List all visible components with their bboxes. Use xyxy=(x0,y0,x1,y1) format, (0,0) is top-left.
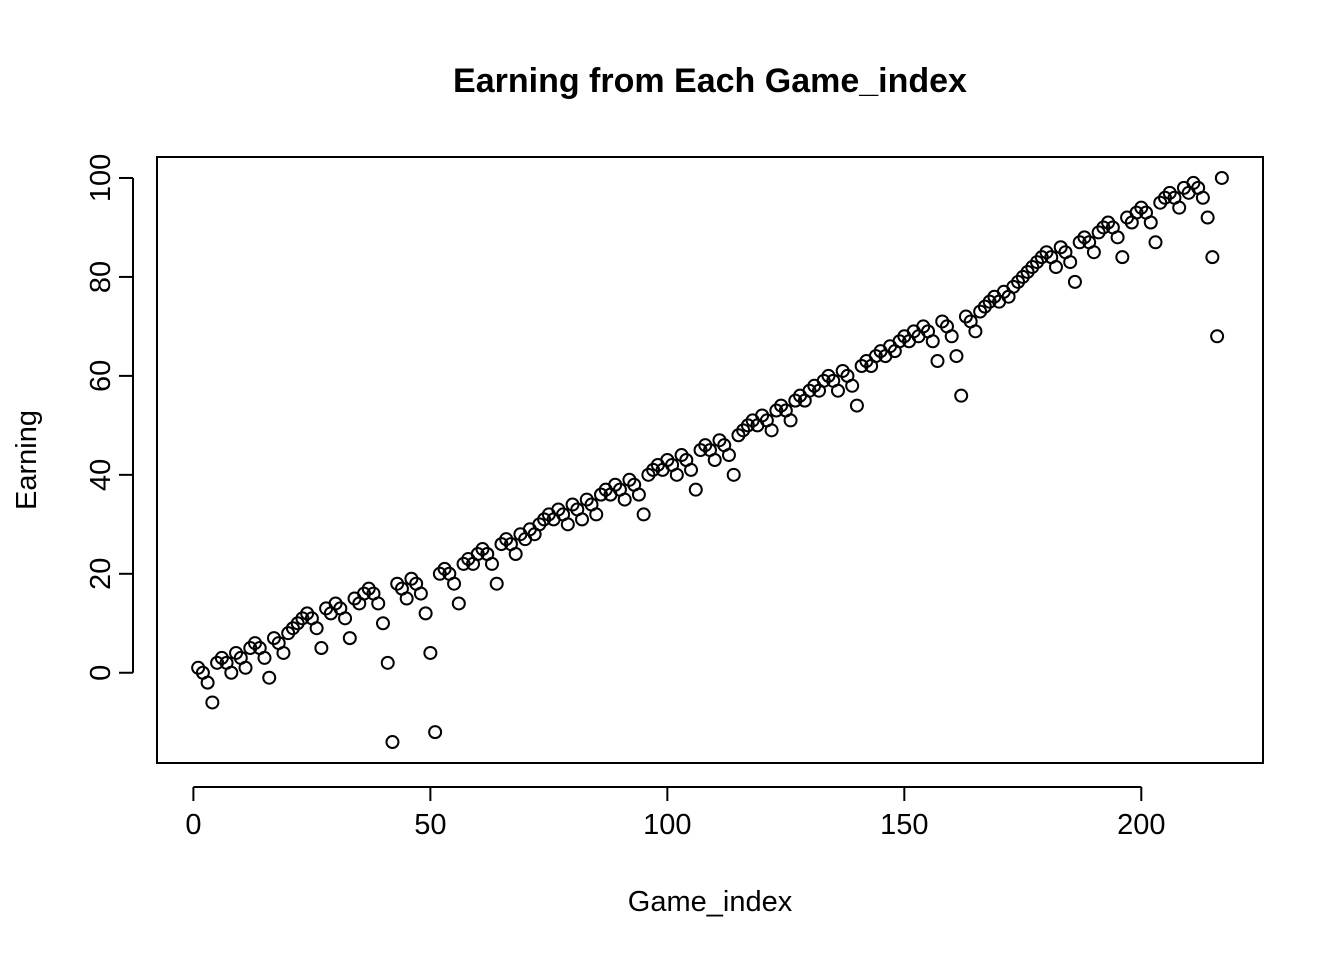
data-point xyxy=(1115,250,1130,265)
data-point xyxy=(669,467,684,482)
data-point xyxy=(276,645,291,660)
data-point xyxy=(1086,245,1101,260)
data-point xyxy=(314,641,329,656)
data-point xyxy=(338,611,353,626)
data-point xyxy=(238,660,253,675)
data-point xyxy=(589,507,604,522)
y-axis: 0 20 40 60 80 100 xyxy=(85,154,134,681)
data-point xyxy=(944,329,959,344)
data-point xyxy=(1048,260,1063,275)
data-point xyxy=(380,655,395,670)
data-point xyxy=(342,631,357,646)
x-tick-label: 0 xyxy=(185,809,201,841)
data-point xyxy=(399,591,414,606)
chart-title: Earning from Each Game_index xyxy=(453,62,967,100)
data-point xyxy=(375,616,390,631)
data-point xyxy=(1110,230,1125,245)
data-point xyxy=(949,349,964,364)
data-point xyxy=(1210,329,1225,344)
data-point xyxy=(707,453,722,467)
x-axis-label: Game_index xyxy=(628,886,793,918)
x-tick-label: 100 xyxy=(643,809,691,841)
data-point xyxy=(413,586,428,601)
data-point xyxy=(385,735,400,750)
y-tick-label: 60 xyxy=(85,360,117,392)
data-point xyxy=(257,650,272,665)
data-point xyxy=(954,388,969,403)
data-point xyxy=(205,695,220,710)
data-point xyxy=(636,507,651,522)
data-point xyxy=(262,670,277,685)
data-point xyxy=(930,354,945,369)
y-tick-label: 40 xyxy=(85,459,117,491)
data-point xyxy=(617,492,632,507)
data-point xyxy=(1143,215,1158,230)
data-point xyxy=(224,665,239,680)
data-point xyxy=(721,448,736,463)
data-point xyxy=(684,462,699,477)
data-point xyxy=(428,725,443,740)
data-point xyxy=(764,423,779,438)
data-point xyxy=(371,596,386,611)
data-point xyxy=(925,334,940,349)
data-point xyxy=(484,556,499,571)
data-point xyxy=(830,383,845,398)
x-axis: 0 50 100 150 200 xyxy=(185,786,1165,841)
y-axis-label: Earning xyxy=(11,410,43,510)
data-point xyxy=(508,547,523,562)
data-point xyxy=(1067,274,1082,289)
data-point xyxy=(309,621,324,636)
data-point xyxy=(200,675,215,690)
data-point xyxy=(968,324,983,339)
data-point xyxy=(1200,210,1215,225)
y-tick-label: 0 xyxy=(85,665,117,681)
plot-frame xyxy=(156,156,1264,764)
x-tick-label: 150 xyxy=(880,809,928,841)
data-point xyxy=(451,596,466,611)
data-point xyxy=(575,512,590,527)
data-point xyxy=(489,576,504,591)
data-point xyxy=(726,467,741,482)
data-point xyxy=(631,487,646,502)
data-point xyxy=(783,413,798,428)
data-point xyxy=(560,517,575,532)
data-point xyxy=(418,606,433,621)
data-point xyxy=(1063,255,1078,270)
data-point xyxy=(688,482,703,497)
data-point xyxy=(1214,170,1229,185)
y-tick-label: 20 xyxy=(85,558,117,590)
data-point xyxy=(1148,235,1163,250)
data-point xyxy=(845,378,860,393)
x-tick-label: 200 xyxy=(1117,809,1165,841)
y-tick-label: 80 xyxy=(85,261,117,293)
data-point xyxy=(423,645,438,660)
data-points xyxy=(191,170,1229,750)
y-tick-label: 100 xyxy=(85,154,117,202)
data-point xyxy=(849,398,864,413)
data-point xyxy=(1205,250,1220,265)
data-point xyxy=(1195,190,1210,205)
x-tick-label: 50 xyxy=(414,809,446,841)
data-point xyxy=(1172,200,1187,215)
data-point xyxy=(447,576,462,591)
